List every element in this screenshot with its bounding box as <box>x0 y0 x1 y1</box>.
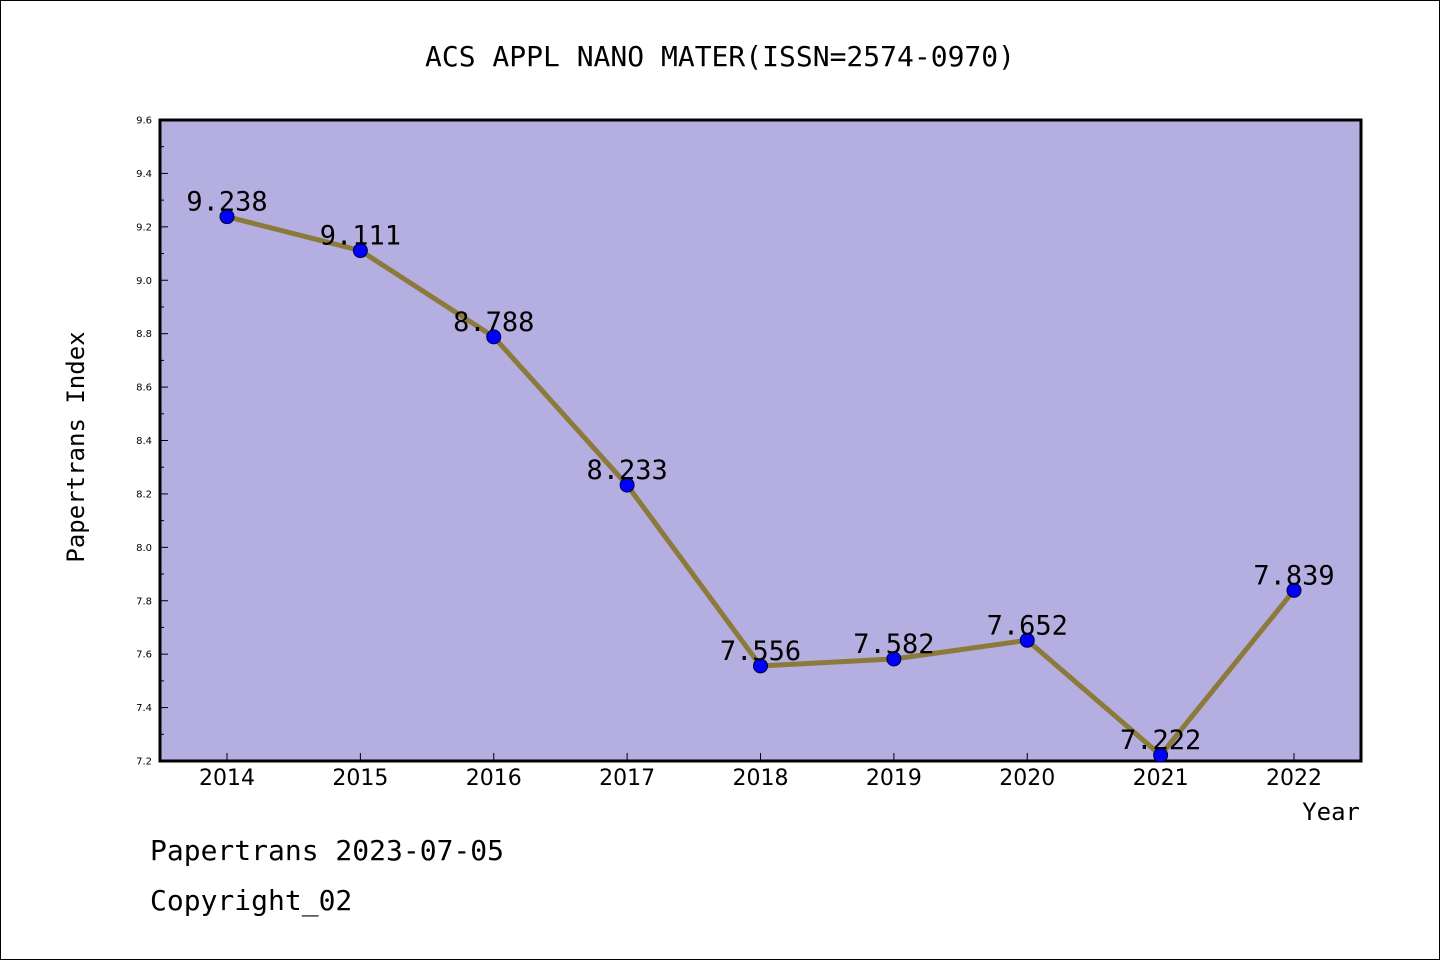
y-tick-label-11: 9.4 <box>136 169 152 180</box>
data-label-2022: 7.839 <box>1253 560 1334 591</box>
x-tick-label-5: 2019 <box>866 766 922 791</box>
x-tick-label-0: 2014 <box>199 766 255 791</box>
data-point-2020 <box>1019 632 1035 648</box>
footer-copyright: Copyright_02 <box>150 884 353 917</box>
x-tick-label-8: 2022 <box>1266 766 1322 791</box>
x-tick-label-2: 2016 <box>466 766 522 791</box>
data-label-2020: 7.652 <box>987 610 1068 641</box>
data-label-2019: 7.582 <box>853 629 934 660</box>
y-tick-label-10: 9.2 <box>136 222 152 233</box>
footer-date: Papertrans 2023-07-05 <box>150 834 505 867</box>
data-point-2014 <box>219 209 235 225</box>
y-tick-label-8: 8.8 <box>136 329 152 340</box>
x-tick-label-3: 2017 <box>599 766 655 791</box>
chart-title: ACS APPL NANO MATER(ISSN=2574-0970) <box>425 40 1015 73</box>
data-point-2018 <box>753 658 768 674</box>
y-tick-label-6: 8.4 <box>136 436 152 447</box>
x-tick-label-4: 2018 <box>733 766 789 791</box>
y-tick-label-4: 8.0 <box>136 543 152 554</box>
x-tick-label-1: 2015 <box>332 766 388 791</box>
data-point-2015 <box>352 243 368 259</box>
data-label-2016: 8.788 <box>453 307 534 338</box>
data-point-2021 <box>1153 747 1169 763</box>
series-points-group <box>219 209 1302 763</box>
data-point-2016 <box>486 329 502 345</box>
data-point-2019 <box>886 651 902 667</box>
y-tick-label-1: 7.4 <box>136 703 152 714</box>
data-label-2014: 9.238 <box>186 187 267 218</box>
y-tick-label-3: 7.8 <box>136 596 152 607</box>
y-tick-label-7: 8.6 <box>136 383 152 394</box>
x-axis: 2014 2015 2016 2017 2018 2019 2020 2021 2022 <box>199 753 1322 791</box>
y-axis: 7.2 7.4 7.6 7.8 8.0 8.2 8.4 8.6 8.8 9.0 9.2 9.4 9.6 <box>136 116 168 768</box>
data-point-2017 <box>619 477 635 493</box>
data-label-2018: 7.556 <box>720 636 801 667</box>
data-labels-group: 9.238 9.111 8.788 8.233 7.556 7.582 7.652 7.222… <box>186 187 1334 756</box>
y-tick-label-0: 7.2 <box>136 757 152 768</box>
x-tick-label-7: 2021 <box>1133 766 1189 791</box>
y-axis-label: Papertrans Index <box>62 331 90 562</box>
x-axis-label: Year <box>1302 798 1360 826</box>
y-tick-label-9: 9.0 <box>136 276 152 287</box>
x-tick-label-6: 2020 <box>999 766 1055 791</box>
y-tick-label-2: 7.6 <box>136 650 152 661</box>
data-label-2017: 8.233 <box>586 455 667 486</box>
plot-area <box>158 118 1363 763</box>
data-label-2021: 7.222 <box>1120 725 1201 756</box>
y-tick-label-12: 9.6 <box>136 116 152 127</box>
data-label-2015: 9.111 <box>320 221 401 252</box>
data-point-2022 <box>1286 582 1302 598</box>
y-tick-label-5: 8.2 <box>136 489 152 500</box>
